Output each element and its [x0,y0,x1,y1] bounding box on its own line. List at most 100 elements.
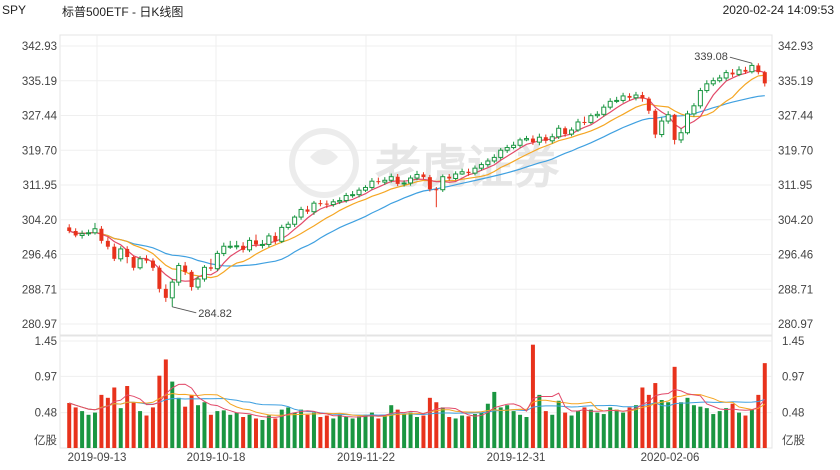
candle-body [330,201,336,206]
candle-body [614,99,620,102]
volume-bar [633,405,638,448]
volume-bar [511,411,516,448]
candle-body [144,258,149,261]
timestamp: 2020-02-24 14:09:53 [722,3,834,17]
candle-body [434,189,439,191]
candles [67,63,767,307]
candle-body [234,245,240,248]
candle-body [163,288,168,298]
price-tick-label: 327.44 [22,111,58,123]
candle-body [298,208,304,218]
volume-bar [640,387,645,448]
price-tick-label: 342.93 [22,41,57,53]
candle-body [569,129,575,135]
price-tick-label: 319.70 [22,145,57,157]
candle-body [478,164,484,169]
price-tick-label: 311.95 [778,180,812,192]
candle-body [105,240,110,247]
volume-bar [376,418,381,448]
volume-ma10-line [69,392,766,417]
candle-body [575,121,581,131]
candle-body [620,95,626,101]
volume-tick-label: 1.45 [782,336,804,348]
candle-body [356,189,362,196]
high-price-label: 339.08 [694,51,728,63]
candle-body [491,156,497,162]
candle-body [183,265,188,272]
volume-bar [762,363,767,448]
volume-bar [363,414,368,448]
candle-body [150,260,155,268]
volume-bar [524,417,529,448]
candle-body [549,136,555,142]
volume-bar [99,394,104,448]
volume-bar [163,359,168,448]
price-tick-label: 335.19 [778,76,813,88]
volume-bar [447,417,452,448]
volume-bar [408,412,413,448]
candle-body [343,195,349,201]
candle-body [459,171,465,175]
candle-body [247,239,253,251]
volume-bar [273,418,278,448]
volume-bar [170,381,175,448]
volume-bar [196,405,201,448]
volume-bar [221,410,226,448]
volume-bar [176,397,181,448]
candle-body [401,182,407,185]
volume-bar [485,403,490,448]
candle-body [659,120,665,136]
volume-bar [202,402,207,448]
volume-bar [460,415,465,448]
volume-bar [241,417,246,448]
volume-bar [208,414,213,448]
volume-bar [189,394,194,448]
candle-body [408,177,414,184]
candle-body [684,113,690,134]
volume-bar [582,407,587,448]
candle-body [214,252,220,270]
volume-bar [369,412,374,448]
volume-bar [730,403,735,448]
volume-bar [537,394,542,448]
volume-bar [395,409,400,448]
volume-bar [234,412,239,448]
volume-bar [286,407,291,448]
candle-body [273,235,278,242]
volume-tick-label: 0.48 [782,408,804,420]
volume-bar [691,405,696,448]
volume-bar [550,414,555,448]
candle-body [633,94,639,99]
candle-body [672,114,677,140]
candle-body [536,136,542,143]
volume-bar [453,418,458,448]
candle-body [697,90,703,107]
date-tick-label: 2019-09-13 [68,452,127,464]
candle-body [324,203,329,205]
volume-bar [344,417,349,448]
volume-ma20-line [69,397,765,416]
candle-body [756,65,761,73]
candle-body [266,235,272,245]
candle-body [466,171,471,174]
volume-bar [157,375,162,448]
volume-bar [337,414,342,448]
volume-bar [608,407,613,448]
candle-body [285,223,291,228]
volume-bar [331,418,336,448]
candle-body [530,138,535,143]
date-tick-label: 2020-02-06 [641,452,700,464]
candle-body [176,265,182,283]
volume-unit-label: 亿股 [34,434,57,447]
candle-body [523,138,529,141]
volume-bar [260,419,265,448]
candle-body [736,69,742,75]
price-tick-label: 280.97 [778,319,813,331]
candle-body [762,72,767,84]
candle-body [125,248,130,258]
x-axis-labels: 2019-09-13 2019-10-18 2019-11-22 2019-12-31… [68,452,700,464]
volume-bar [498,407,503,448]
high-leader-line [729,56,753,64]
volume-bar [614,409,619,448]
